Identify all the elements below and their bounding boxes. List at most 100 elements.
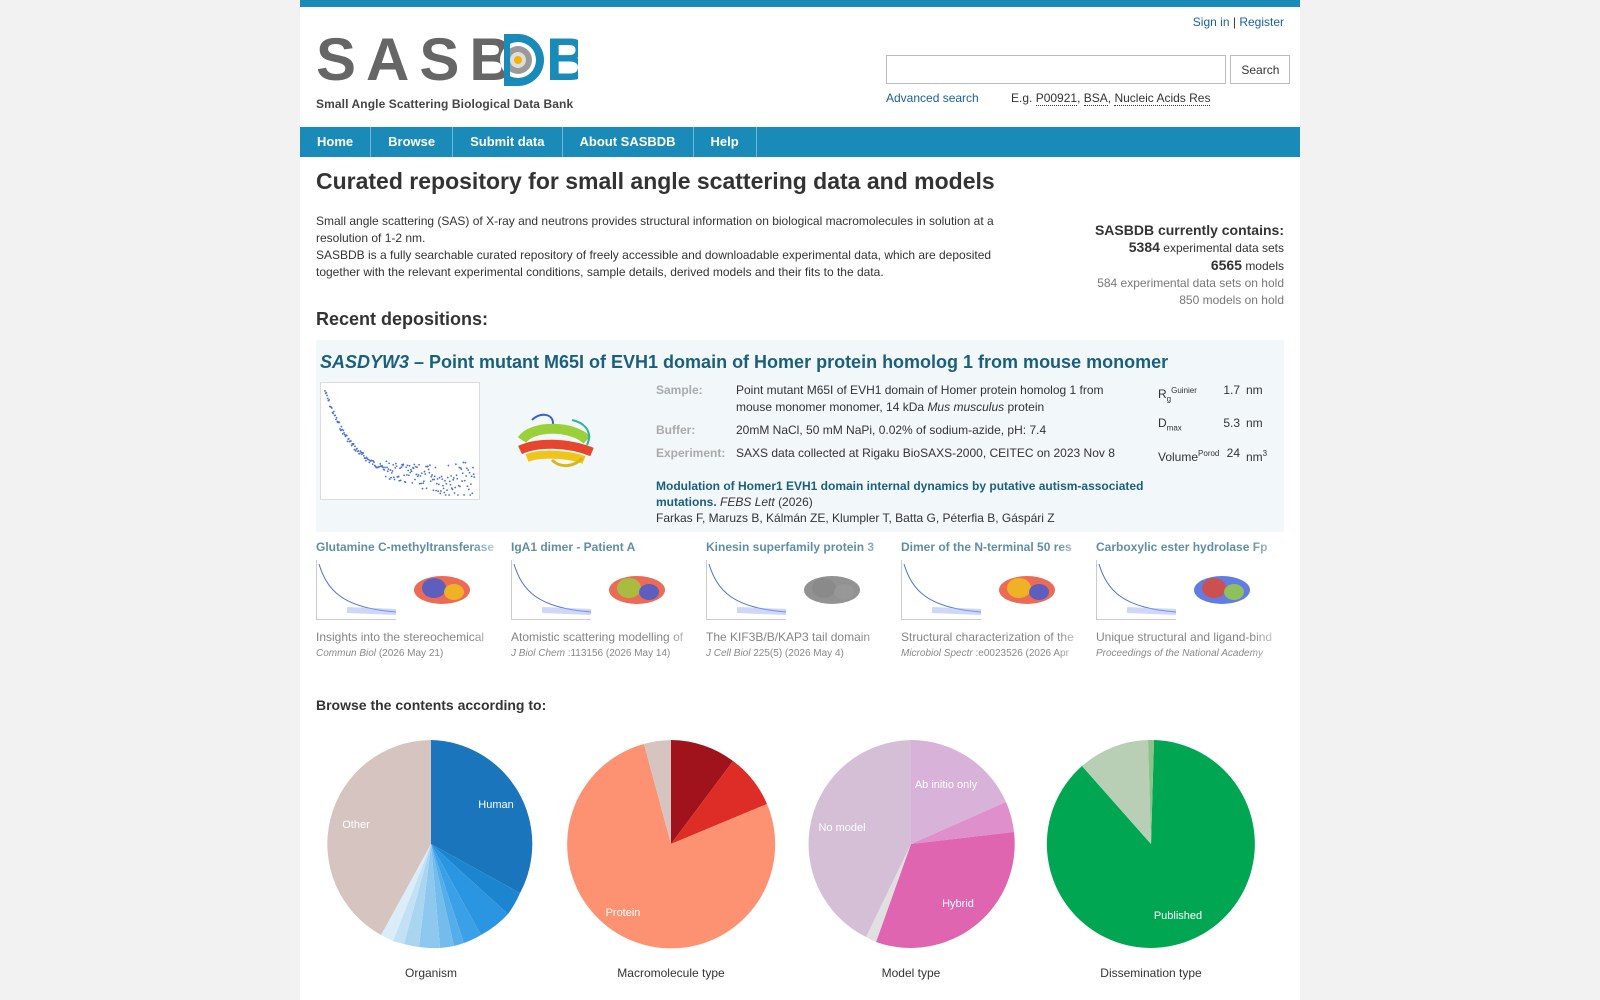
register-link[interactable]: Register <box>1239 15 1284 29</box>
card-title[interactable]: Carboxylic ester hydrolase Fp <box>1096 540 1268 554</box>
card-curve-plot[interactable] <box>901 560 982 620</box>
search-input[interactable] <box>886 55 1226 84</box>
example-link[interactable]: BSA <box>1083 91 1108 106</box>
curve-point <box>452 476 455 479</box>
logo[interactable]: SASB B Small Angle Scattering Biological… <box>316 26 589 112</box>
recent-entry-card[interactable]: Kinesin superfamily protein 3 The KIF3B/B… <box>706 540 901 660</box>
pie-slice[interactable] <box>1046 740 1255 948</box>
card-model-image[interactable] <box>987 560 1067 620</box>
search-button[interactable]: Search <box>1230 55 1291 84</box>
example-link[interactable]: P00921 <box>1035 91 1078 106</box>
pie-slice[interactable] <box>876 832 1015 948</box>
pie-slice[interactable] <box>327 740 431 935</box>
curve-point <box>350 440 352 442</box>
model-type-pie[interactable]: Ab initio only No model Hybrid Model typ… <box>796 736 1026 986</box>
curve-point <box>441 478 444 481</box>
curve-point <box>427 465 429 468</box>
scattering-curve-plot[interactable] <box>320 382 480 500</box>
pie-slice[interactable] <box>567 744 776 949</box>
advanced-search-link[interactable]: Advanced search <box>886 91 979 105</box>
pie-slice[interactable] <box>808 740 911 937</box>
organism-pie[interactable]: Human Other Organism <box>316 736 546 986</box>
organism-pie-chart[interactable]: Human Other <box>316 736 546 956</box>
card-curve-plot[interactable] <box>511 560 592 620</box>
curve-point <box>460 468 463 471</box>
card-journal: J Biol Chem <box>511 648 565 659</box>
pie-slice[interactable] <box>911 740 1006 844</box>
curve-point <box>438 476 441 479</box>
macromolecule-pie-chart[interactable]: Protein <box>556 736 786 956</box>
curve-point <box>414 478 416 481</box>
card-curve-plot[interactable] <box>316 560 397 620</box>
model-type-pie-chart[interactable]: Ab initio only No model Hybrid <box>796 736 1026 956</box>
card-curve-plot[interactable] <box>706 560 787 620</box>
pie-slice[interactable] <box>671 761 767 844</box>
curve-point <box>334 414 337 417</box>
curve-point <box>364 457 367 460</box>
card-title[interactable]: IgA1 dimer - Patient A <box>511 540 636 554</box>
nav-about[interactable]: About SASBDB <box>563 127 694 157</box>
svg-text:B: B <box>546 32 578 88</box>
dissemination-pie-chart[interactable]: Published <box>1036 736 1266 956</box>
card-title[interactable]: Dimer of the N-terminal 50 res <box>901 540 1072 554</box>
rg-value: 1.7 <box>1223 383 1240 397</box>
publication-title[interactable]: Modulation of Homer1 EVH1 domain interna… <box>656 479 1144 509</box>
models-label: models <box>1245 259 1284 273</box>
pie-slice[interactable] <box>404 844 431 947</box>
featured-code[interactable]: SASDYW3 <box>320 352 410 372</box>
card-title[interactable]: Glutamine C-methyltransferase <box>316 540 495 554</box>
featured-title-text[interactable]: – Point mutant M65I of EVH1 domain of Ho… <box>414 352 1169 372</box>
pie-slice[interactable] <box>431 740 533 893</box>
featured-title[interactable]: SASDYW3 – Point mutant M65I of EVH1 doma… <box>320 352 1168 373</box>
curve-point <box>342 429 345 432</box>
card-model-image[interactable] <box>792 560 872 620</box>
pie-slice[interactable] <box>381 844 431 941</box>
nav-help[interactable]: Help <box>694 127 757 157</box>
card-model-image[interactable] <box>1182 560 1262 620</box>
card-model-image[interactable] <box>402 560 482 620</box>
pie-slice[interactable] <box>431 844 464 946</box>
pie-slice[interactable] <box>419 844 440 949</box>
pie-slice[interactable] <box>1148 739 1154 844</box>
nav-home[interactable]: Home <box>300 127 372 157</box>
recent-entry-card[interactable]: IgA1 dimer - Patient A Atomistic scatteri… <box>511 540 706 660</box>
curve-point <box>428 471 431 474</box>
card-curve-plot[interactable] <box>1096 560 1177 620</box>
pie-slice[interactable] <box>671 740 733 844</box>
card-images <box>901 560 1082 620</box>
recent-entry-card[interactable]: Carboxylic ester hydrolase Fp Unique stru… <box>1096 540 1284 660</box>
curve-point <box>335 418 337 421</box>
pie-slice[interactable] <box>911 802 1014 844</box>
card-model-image[interactable] <box>597 560 677 620</box>
curve-point <box>468 471 471 474</box>
protein-model-image[interactable] <box>512 400 602 480</box>
molecule-icon <box>414 576 470 604</box>
curve-point <box>379 462 382 465</box>
curve-point <box>368 461 371 464</box>
nav-submit-data[interactable]: Submit data <box>453 127 563 157</box>
sign-in-link[interactable]: Sign in <box>1192 15 1230 29</box>
example-link[interactable]: Nucleic Acids Res <box>1114 91 1211 106</box>
pie-slice[interactable] <box>1082 740 1151 844</box>
curve-point <box>470 475 473 478</box>
pie-caption-macromolecule: Macromolecule type <box>617 966 725 980</box>
pie-slice[interactable] <box>431 844 508 935</box>
pie-slice[interactable] <box>431 844 520 914</box>
recent-entry-card[interactable]: Dimer of the N-terminal 50 res Structural… <box>901 540 1096 660</box>
curve-point <box>420 482 423 485</box>
macromolecule-pie[interactable]: Protein Macromolecule type <box>556 736 786 986</box>
dissemination-pie[interactable]: Published Dissemination type <box>1036 736 1266 986</box>
pie-slice[interactable] <box>431 844 481 943</box>
featured-entry[interactable]: SASDYW3 – Point mutant M65I of EVH1 doma… <box>316 340 1284 532</box>
pie-slice[interactable] <box>393 844 431 944</box>
pie-slice[interactable] <box>431 844 454 948</box>
curve-point <box>339 429 342 432</box>
curve-point <box>424 473 427 475</box>
volume-superscript: Porod <box>1198 448 1220 458</box>
pie-slice[interactable] <box>644 740 671 844</box>
card-title[interactable]: Kinesin superfamily protein 3 <box>706 540 875 554</box>
recent-entry-card[interactable]: Glutamine C-methyltransferase Insights in… <box>316 540 511 660</box>
pie-slice[interactable] <box>866 844 911 942</box>
curve-point <box>381 465 384 467</box>
nav-browse[interactable]: Browse <box>371 127 454 157</box>
